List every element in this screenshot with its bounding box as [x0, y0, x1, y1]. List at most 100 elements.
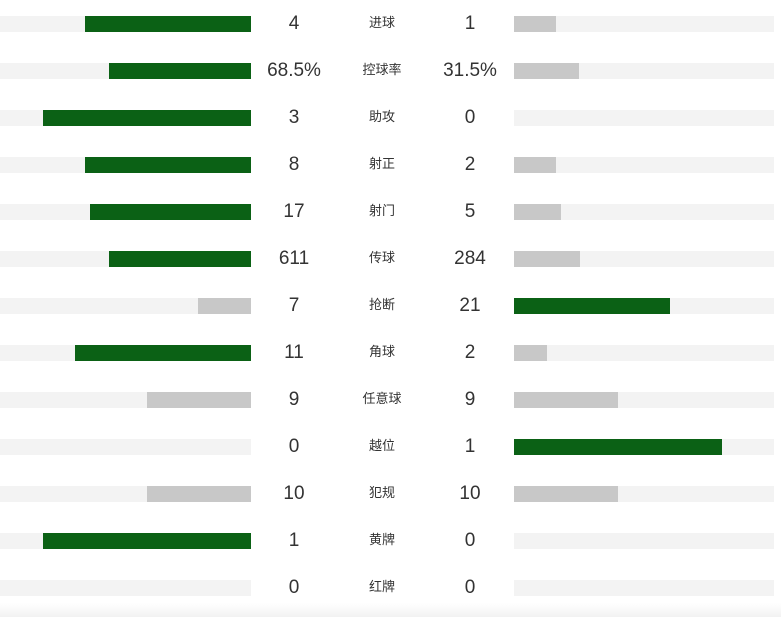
home-bar-track — [0, 157, 251, 173]
stat-row: 3 助攻 0 — [0, 94, 781, 141]
home-bar-track — [0, 298, 251, 314]
home-value: 9 — [288, 389, 300, 410]
home-bar-track — [0, 16, 251, 32]
away-bar-track — [514, 345, 774, 361]
stat-row: 611 传球 284 — [0, 235, 781, 282]
home-value: 10 — [283, 483, 305, 504]
home-value: 611 — [278, 248, 310, 269]
stat-label: 传球 — [368, 251, 395, 266]
home-value: 1 — [288, 530, 300, 551]
away-bar-track — [514, 16, 774, 32]
away-value: 5 — [464, 201, 476, 222]
away-value: 1 — [464, 13, 476, 34]
away-bar-fill — [514, 16, 556, 32]
home-bar-fill — [75, 345, 251, 361]
away-bar-track — [514, 63, 774, 79]
away-bar-fill — [514, 63, 579, 79]
away-bar-track — [514, 392, 774, 408]
away-bar-fill — [514, 345, 547, 361]
home-value: 8 — [288, 154, 300, 175]
away-bar-track — [514, 157, 774, 173]
away-bar-track — [514, 110, 774, 126]
stat-row: 0 越位 1 — [0, 423, 781, 470]
home-bar-track — [0, 439, 251, 455]
stat-label: 抢断 — [368, 298, 395, 313]
stat-label: 射门 — [368, 204, 395, 219]
away-bar-track — [514, 533, 774, 549]
home-value: 4 — [288, 13, 300, 34]
away-value: 31.5% — [443, 60, 497, 81]
stat-label: 黄牌 — [368, 533, 395, 548]
away-value: 284 — [454, 248, 486, 269]
away-bar-track — [514, 580, 774, 596]
stat-row: 4 进球 1 — [0, 0, 781, 47]
away-bar-track — [514, 486, 774, 502]
home-value: 3 — [288, 107, 300, 128]
home-bar-fill — [109, 251, 251, 267]
home-bar-track — [0, 533, 251, 549]
away-bar-track — [514, 298, 774, 314]
home-value: 17 — [283, 201, 305, 222]
stat-label: 任意球 — [362, 392, 402, 407]
home-bar-fill — [198, 298, 251, 314]
home-bar-fill — [43, 110, 251, 126]
home-value: 0 — [288, 577, 300, 598]
away-value: 21 — [459, 295, 481, 316]
home-bar-track — [0, 110, 251, 126]
home-bar-fill — [109, 63, 251, 79]
stat-row: 68.5% 控球率 31.5% — [0, 47, 781, 94]
stat-label: 控球率 — [362, 63, 402, 78]
away-value: 1 — [464, 436, 476, 457]
home-bar-track — [0, 486, 251, 502]
away-bar-fill — [514, 298, 670, 314]
home-bar-track — [0, 204, 251, 220]
away-value: 2 — [464, 342, 476, 363]
stat-label: 犯规 — [368, 486, 395, 501]
away-value: 10 — [459, 483, 481, 504]
stat-row: 10 犯规 10 — [0, 470, 781, 517]
stat-row: 1 黄牌 0 — [0, 517, 781, 564]
away-bar-fill — [514, 157, 556, 173]
away-bar-track — [514, 439, 774, 455]
stat-label: 进球 — [368, 16, 395, 31]
home-bar-fill — [147, 486, 251, 502]
away-value: 0 — [464, 530, 476, 551]
stat-row: 8 射正 2 — [0, 141, 781, 188]
away-bar-track — [514, 204, 774, 220]
away-value: 9 — [464, 389, 476, 410]
home-bar-fill — [147, 392, 251, 408]
home-bar-track — [0, 251, 251, 267]
stat-row: 17 射门 5 — [0, 188, 781, 235]
away-value: 0 — [464, 577, 476, 598]
stat-label: 助攻 — [368, 110, 395, 125]
stat-row: 9 任意球 9 — [0, 376, 781, 423]
stat-row: 7 抢断 21 — [0, 282, 781, 329]
home-bar-track — [0, 580, 251, 596]
away-bar-fill — [514, 486, 618, 502]
home-bar-fill — [43, 533, 251, 549]
stat-label: 角球 — [368, 345, 395, 360]
stat-row: 0 红牌 0 — [0, 564, 781, 611]
home-value: 0 — [288, 436, 300, 457]
away-bar-fill — [514, 392, 618, 408]
away-value: 2 — [464, 154, 476, 175]
home-bar-track — [0, 345, 251, 361]
home-bar-fill — [90, 204, 251, 220]
home-bar-track — [0, 392, 251, 408]
away-bar-track — [514, 251, 774, 267]
home-value: 68.5% — [267, 60, 321, 81]
home-bar-fill — [85, 16, 251, 32]
stat-row: 11 角球 2 — [0, 329, 781, 376]
away-bar-fill — [514, 439, 722, 455]
stat-label: 越位 — [368, 439, 395, 454]
stat-label: 红牌 — [368, 580, 395, 595]
home-bar-fill — [85, 157, 251, 173]
home-value: 11 — [284, 342, 304, 363]
bottom-fade — [0, 603, 781, 617]
home-bar-track — [0, 63, 251, 79]
away-value: 0 — [464, 107, 476, 128]
away-bar-fill — [514, 204, 561, 220]
away-bar-fill — [514, 251, 580, 267]
stat-label: 射正 — [368, 157, 395, 172]
